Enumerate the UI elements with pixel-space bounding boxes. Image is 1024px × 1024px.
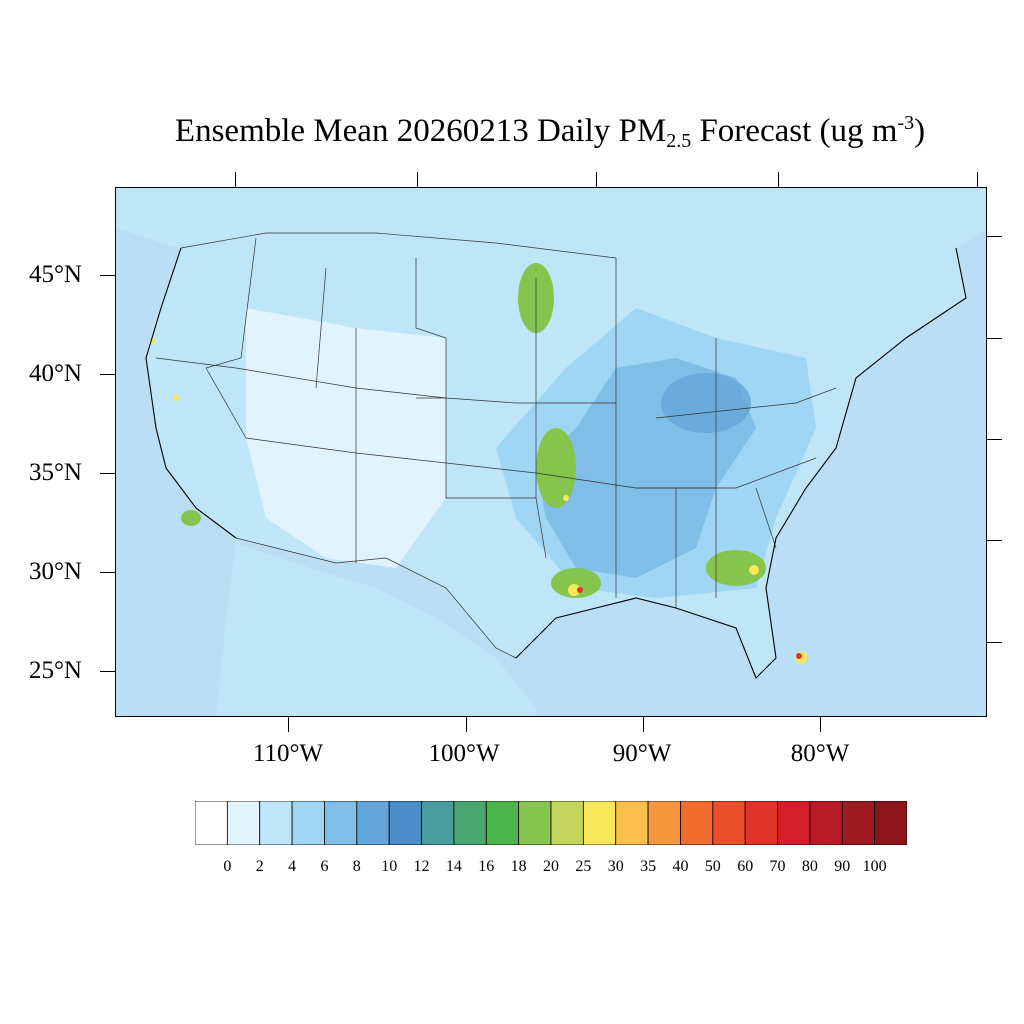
colorbar-label: 0 — [223, 858, 232, 875]
lon-label-80w: 80°W — [790, 740, 850, 767]
hotspot-great-lakes — [661, 373, 751, 433]
colorbar-label: 50 — [704, 858, 721, 875]
lat-label-35: 35°N — [28, 459, 82, 486]
colorbar-swatch — [388, 801, 422, 845]
hotspot-ozarks — [536, 428, 576, 508]
hotspot-yellow-3 — [749, 565, 759, 575]
lon-tick — [643, 717, 644, 732]
colorbar-label: 35 — [640, 858, 657, 875]
lat-tick — [100, 473, 115, 474]
lon-tick-top — [778, 172, 779, 187]
colorbar-swatch — [453, 801, 487, 845]
colorbar-swatch — [777, 801, 811, 845]
colorbar-label: 2 — [255, 858, 264, 875]
colorbar-label: 12 — [413, 858, 430, 875]
hotspot-red-1 — [577, 587, 583, 593]
colorbar-label: 16 — [478, 858, 495, 875]
map-title: Ensemble Mean 20260213 Daily PM2.5 Forec… — [0, 112, 1024, 153]
hotspot-yellow-6 — [563, 495, 569, 501]
lon-tick-top — [417, 172, 418, 187]
colorbar-swatch — [356, 801, 390, 845]
hotspot-yellow-1 — [568, 584, 580, 596]
colorbar-label: 80 — [801, 858, 818, 875]
colorbar-swatch — [195, 801, 228, 845]
title-middle: Forecast (ug m — [691, 113, 898, 149]
colorbar-swatch — [744, 801, 778, 845]
lat-tick-right — [987, 338, 1002, 339]
lat-label-40: 40°N — [28, 360, 82, 387]
hotspot-la — [181, 510, 201, 526]
colorbar — [195, 801, 907, 845]
colorbar-label: 8 — [352, 858, 361, 875]
lat-label-45: 45°N — [28, 261, 82, 288]
colorbar-label: 18 — [510, 858, 527, 875]
colorbar-label: 20 — [543, 858, 559, 875]
colorbar-swatch — [518, 801, 552, 845]
colorbar-swatch — [421, 801, 455, 845]
title-subscript: 2.5 — [666, 130, 692, 152]
colorbar-swatch — [615, 801, 649, 845]
colorbar-label: 70 — [769, 858, 786, 875]
lat-tick — [100, 671, 115, 672]
lat-label-30: 30°N — [28, 558, 82, 585]
colorbar-swatch — [324, 801, 358, 845]
hotspot-gulf — [551, 568, 601, 598]
colorbar-label: 60 — [737, 858, 754, 875]
title-suffix: ) — [914, 113, 926, 149]
colorbar-label: 4 — [288, 858, 297, 875]
colorbar-swatch — [226, 801, 261, 845]
lat-label-25: 25°N — [28, 657, 82, 684]
colorbar-swatch — [680, 801, 714, 845]
colorbar-swatch — [809, 801, 843, 845]
colorbar-swatch — [874, 801, 907, 845]
lat-tick-right — [987, 642, 1002, 643]
coastline — [145, 247, 967, 679]
lon-label-110w: 110°W — [252, 740, 324, 767]
west-interior-light — [246, 308, 446, 568]
title-prefix: Ensemble Mean 20260213 Daily PM — [174, 113, 667, 149]
hotspot-yellow-4 — [173, 395, 179, 401]
colorbar-label: 6 — [320, 858, 329, 875]
lon-tick — [288, 717, 289, 732]
colorbar-swatch — [291, 801, 325, 845]
colorbar-swatch — [647, 801, 681, 845]
colorbar-swatch — [582, 801, 617, 845]
colorbar-swatch — [712, 801, 746, 845]
lat-tick — [100, 374, 115, 375]
pm25-map — [116, 188, 986, 716]
colorbar-label: 30 — [607, 858, 624, 875]
state-borders — [155, 232, 837, 659]
colorbar-label: 14 — [445, 858, 462, 875]
colorbar-swatch — [259, 801, 293, 845]
colorbar-swatch — [550, 801, 584, 845]
lat-tick-right — [987, 236, 1002, 237]
lon-tick — [820, 717, 821, 732]
lon-tick-top — [235, 172, 236, 187]
lon-label-100w: 100°W — [428, 740, 500, 767]
lat-tick-right — [987, 540, 1002, 541]
lat-tick — [100, 572, 115, 573]
lon-tick — [466, 717, 467, 732]
colorbar-label: 100 — [862, 858, 887, 875]
colorbar-swatch — [485, 801, 520, 845]
lon-tick-top — [977, 172, 978, 187]
map-frame — [115, 187, 987, 717]
hotspot-south — [706, 550, 766, 586]
lat-tick — [100, 275, 115, 276]
colorbar-swatch — [841, 801, 876, 845]
lon-tick-top — [596, 172, 597, 187]
mexico-fill — [216, 543, 536, 716]
lon-label-90w: 90°W — [612, 740, 672, 767]
colorbar-label: 40 — [672, 858, 689, 875]
colorbar-label: 10 — [381, 858, 398, 875]
canada-fill — [116, 188, 986, 288]
hotspot-red-2 — [796, 653, 802, 659]
lat-tick-right — [987, 439, 1002, 440]
colorbar-label: 90 — [834, 858, 851, 875]
title-superscript: -3 — [897, 112, 915, 134]
colorbar-label: 25 — [575, 858, 592, 875]
